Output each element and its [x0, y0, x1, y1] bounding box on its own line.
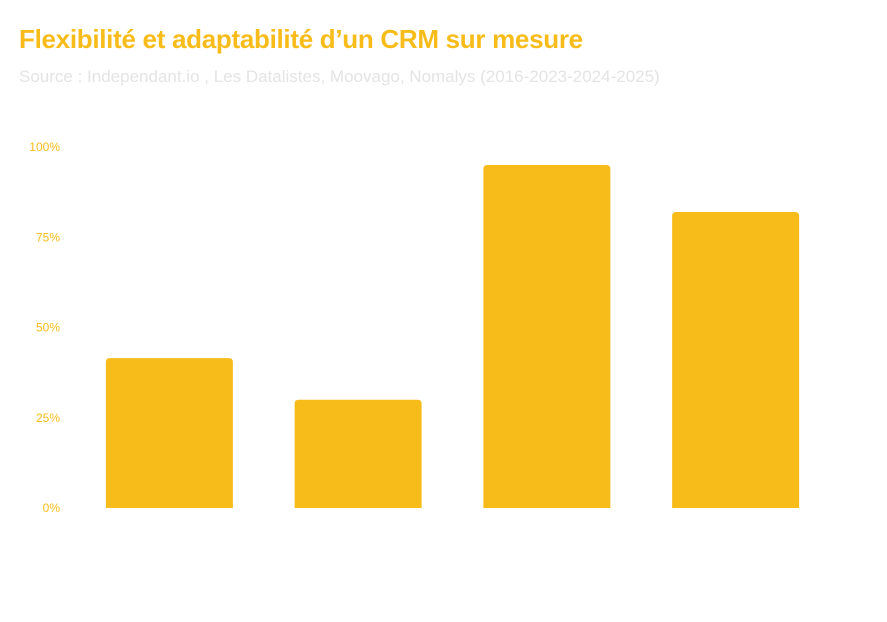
bar-3 — [483, 165, 611, 509]
bar-2 — [294, 399, 422, 508]
bar-4 — [672, 211, 800, 509]
chart-subtitle: Source : Independant.io , Les Datalistes… — [19, 67, 660, 86]
y-tick-label: 100% — [29, 140, 60, 154]
bar-1 — [105, 358, 233, 508]
chart-title: Flexibilité et adaptabilité d’un CRM sur… — [19, 24, 583, 54]
y-axis-ticks: 0% 25% 50% 75% 100% — [29, 140, 60, 515]
y-tick-label: 0% — [43, 501, 61, 515]
y-tick-label: 50% — [36, 321, 60, 335]
y-tick-label: 75% — [36, 230, 60, 244]
bars — [105, 165, 800, 509]
y-tick-label: 25% — [36, 411, 60, 425]
